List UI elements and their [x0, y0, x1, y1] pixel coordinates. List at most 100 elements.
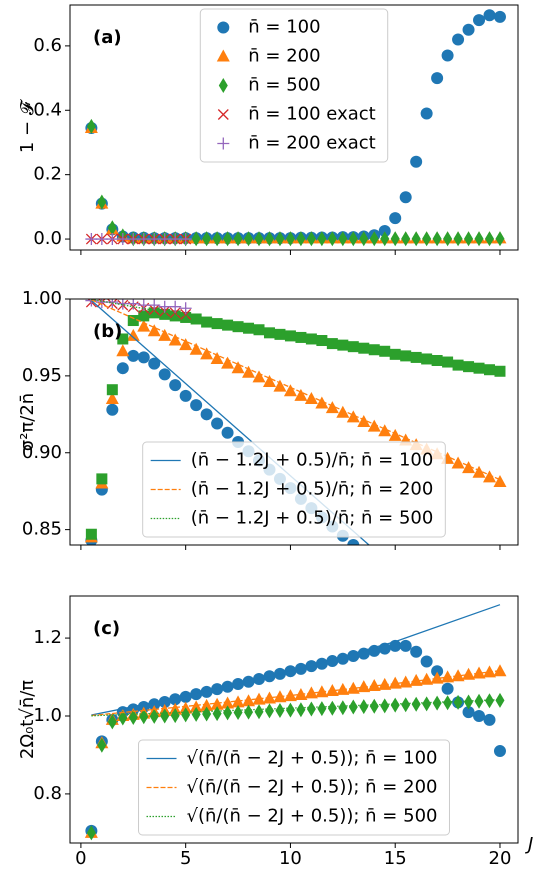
marker-point — [453, 694, 463, 710]
marker-point — [443, 231, 453, 247]
marker-point — [254, 704, 264, 720]
y-tick-label: 0.4 — [33, 99, 62, 120]
marker-point — [212, 231, 222, 247]
marker-point — [107, 714, 117, 730]
marker-point — [169, 300, 182, 313]
marker-point — [483, 713, 496, 726]
marker-point — [233, 231, 243, 247]
marker-point — [233, 704, 243, 720]
marker-point — [105, 391, 119, 404]
x-tick-label: 0 — [75, 848, 86, 869]
marker-point — [285, 231, 295, 247]
marker-point — [462, 667, 476, 680]
marker-point — [422, 231, 432, 247]
marker-point — [191, 706, 201, 722]
marker-point — [179, 389, 192, 402]
marker-point — [464, 694, 474, 710]
legend-box — [138, 739, 450, 836]
x-tick-label: 5 — [180, 848, 191, 869]
y-tick-label: 1.00 — [22, 288, 62, 309]
marker-point — [95, 233, 108, 246]
marker-point — [485, 693, 495, 709]
marker-point — [493, 664, 507, 677]
marker-point — [127, 299, 140, 310]
marker-point — [493, 745, 506, 758]
marker-point — [473, 14, 486, 27]
marker-point — [217, 137, 230, 150]
y-tick-label: 0.95 — [22, 365, 62, 386]
marker-point — [336, 682, 350, 695]
marker-point — [422, 696, 432, 712]
marker-point — [336, 652, 349, 665]
marker-point — [315, 685, 329, 698]
y-axis-label: σ²π/2n̄ — [17, 393, 38, 451]
marker-point — [337, 339, 349, 351]
marker-point — [462, 23, 475, 36]
marker-point — [462, 461, 476, 474]
theory-line — [91, 299, 501, 372]
marker-point — [137, 233, 150, 246]
marker-point — [190, 399, 203, 412]
marker-point — [96, 473, 108, 485]
marker-point — [485, 231, 495, 247]
marker-point — [106, 403, 119, 416]
marker-point — [336, 405, 350, 418]
marker-point — [200, 408, 213, 421]
marker-point — [169, 307, 181, 319]
marker-point — [170, 708, 180, 724]
marker-point — [202, 231, 212, 247]
panel-label: (a) — [93, 27, 122, 48]
panel-label: (c) — [93, 618, 120, 639]
marker-point — [179, 690, 192, 703]
marker-point — [390, 697, 400, 713]
marker-point — [262, 375, 276, 388]
legend-box — [142, 441, 446, 538]
marker-point — [190, 313, 202, 325]
marker-point — [159, 308, 171, 320]
marker-point — [85, 528, 97, 540]
marker-point — [231, 361, 245, 374]
marker-point — [410, 351, 422, 363]
marker-point — [244, 704, 254, 720]
marker-point — [495, 231, 505, 247]
marker-point — [217, 109, 229, 120]
marker-point — [127, 233, 140, 246]
marker-point — [189, 700, 203, 713]
y-tick-label: 0.2 — [33, 164, 62, 185]
marker-point — [378, 677, 392, 690]
marker-point — [338, 231, 348, 247]
marker-point — [149, 708, 159, 724]
marker-point — [158, 368, 171, 381]
marker-point — [432, 695, 442, 711]
marker-point — [158, 695, 171, 708]
marker-point — [338, 700, 348, 716]
marker-point — [399, 675, 413, 688]
marker-point — [275, 703, 285, 719]
marker-point — [453, 231, 463, 247]
marker-point — [86, 118, 96, 134]
marker-point — [217, 21, 230, 34]
marker-point — [325, 684, 339, 697]
marker-point — [421, 353, 433, 365]
marker-point — [275, 231, 285, 247]
x-tick-label: 15 — [384, 848, 407, 869]
marker-point — [411, 696, 421, 712]
marker-point — [180, 308, 192, 320]
marker-point — [347, 539, 360, 545]
marker-point — [443, 695, 453, 711]
marker-point — [359, 231, 369, 247]
y-tick-label: 0.8 — [33, 783, 62, 804]
marker-point — [273, 379, 287, 392]
marker-point — [369, 231, 379, 247]
marker-point — [493, 10, 506, 23]
marker-point — [137, 351, 150, 364]
marker-point — [221, 426, 234, 439]
marker-point — [179, 338, 193, 351]
marker-point — [483, 470, 497, 483]
legend-label: n̄ = 200 exact — [248, 133, 375, 154]
marker-point — [484, 364, 496, 376]
marker-point — [168, 333, 182, 346]
marker-point — [431, 665, 444, 678]
legend-label: n̄ = 100 exact — [248, 104, 375, 125]
